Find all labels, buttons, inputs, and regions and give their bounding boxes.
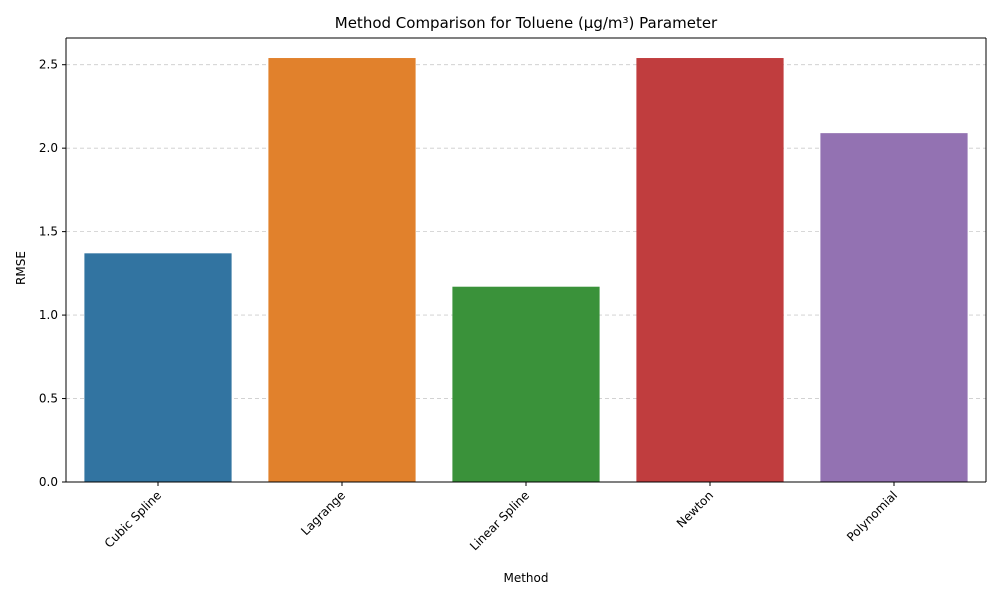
chart-title: Method Comparison for Toluene (µg/m³) Pa… <box>335 14 718 32</box>
y-tick-label: 2.5 <box>39 58 58 72</box>
x-ticks: Cubic Spline Lagrange Linear Spline Newton P… <box>102 482 900 553</box>
x-tick-label: Lagrange <box>298 488 348 538</box>
x-tick-label: Polynomial <box>844 488 900 544</box>
x-axis-label: Method <box>503 571 548 585</box>
bar-linear-spline <box>452 286 600 482</box>
bars <box>84 58 968 482</box>
bar-cubic-spline <box>84 253 232 482</box>
y-tick-label: 2.0 <box>39 141 58 155</box>
y-ticks: 0.0 0.5 1.0 1.5 2.0 2.5 <box>39 58 66 489</box>
x-tick-label: Cubic Spline <box>102 488 164 550</box>
bar-polynomial <box>820 133 968 482</box>
axes <box>65 37 987 483</box>
y-tick-label: 0.5 <box>39 392 58 406</box>
bar-newton <box>636 58 784 482</box>
x-tick-label: Newton <box>674 488 716 530</box>
y-tick-label: 0.0 <box>39 475 58 489</box>
x-tick-label: Linear Spline <box>467 488 532 553</box>
y-axis-label: RMSE <box>14 251 28 285</box>
y-tick-label: 1.5 <box>39 225 58 239</box>
y-tick-label: 1.0 <box>39 308 58 322</box>
bar-lagrange <box>268 58 416 482</box>
